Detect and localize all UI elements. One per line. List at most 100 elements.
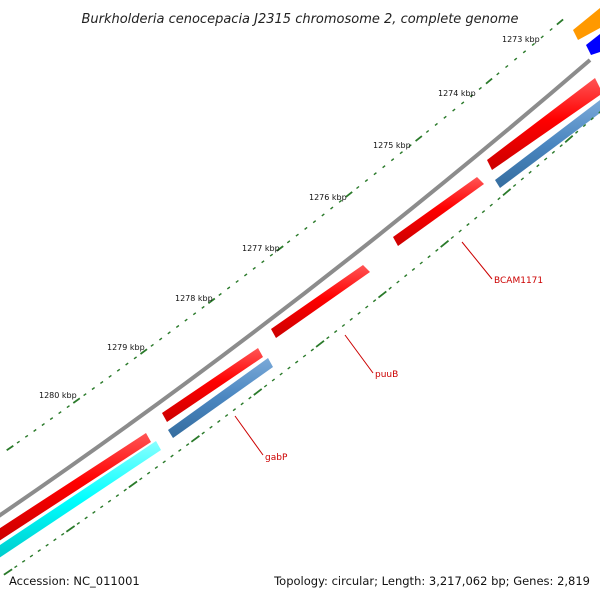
outer-ring-minor-tick <box>478 86 482 90</box>
outer-ring-minor-tick <box>158 337 163 341</box>
inner-ring-minor-tick <box>497 197 501 201</box>
inner-ring-minor-tick <box>170 454 174 458</box>
inner-ring-minor-tick <box>76 521 80 525</box>
outer-ring-minor-tick <box>452 108 456 112</box>
tick-label-1279: 1279 kbp <box>107 343 145 352</box>
tick-label-1274: 1274 kbp <box>438 89 476 98</box>
topology-text: Topology: circular; Length: 3,217,062 bp… <box>274 574 590 588</box>
forward-strand <box>0 78 600 541</box>
outer-ring-minor-tick <box>261 260 265 264</box>
inner-ring-minor-tick <box>53 538 57 542</box>
inner-ring-minor-tick <box>100 505 104 509</box>
gene-label-gabp: gabP <box>265 453 288 463</box>
inner-ring-minor-tick <box>302 354 307 358</box>
tick-label-1278: 1278 kbp <box>175 294 213 303</box>
outer-ring-minor-tick <box>408 144 412 148</box>
corner-features <box>573 8 600 55</box>
inner-ring-minor-tick <box>123 488 127 492</box>
inner-ring-minor-tick <box>37 549 41 553</box>
inner-ring-minor-tick <box>582 123 587 128</box>
cds-feature-blue-gabp <box>168 358 273 438</box>
cds-feature-red-1 <box>0 433 151 541</box>
inner-ring-minor-tick <box>404 274 408 278</box>
inner-ring-minor-tick <box>224 414 229 418</box>
cds-feature-red-4 <box>393 177 484 246</box>
inner-ring-major-tick <box>65 525 76 533</box>
inner-ring-minor-tick <box>107 499 112 503</box>
inner-ring-minor-tick <box>61 532 65 536</box>
inner-ring-minor-tick <box>450 235 455 240</box>
cds-feature-red-5 <box>487 78 600 170</box>
inner-ring-minor-tick <box>396 280 400 284</box>
inner-ring-minor-tick <box>248 396 252 400</box>
outer-ring-minor-tick <box>390 158 395 162</box>
inner-ring-minor-tick <box>357 311 361 315</box>
inner-ring-minor-tick <box>551 150 556 154</box>
outer-ring-minor-tick <box>192 312 197 316</box>
outer-ring-major-tick <box>6 444 14 452</box>
inner-ring-minor-tick <box>287 366 291 370</box>
outer-ring-minor-tick <box>399 151 403 155</box>
outer-ring-minor-tick <box>540 35 544 39</box>
outer-ring-minor-tick <box>133 356 138 360</box>
outer-ring-minor-tick <box>304 226 308 230</box>
inner-ring-minor-tick <box>349 317 353 321</box>
inner-ring-minor-tick <box>154 466 159 469</box>
inner-ring-minor-tick <box>146 471 151 475</box>
kbp-tick-labels: 1273 kbp 1274 kbp 1275 kbp 1276 kbp 1277… <box>39 35 540 400</box>
inner-ring-minor-tick <box>139 477 143 481</box>
inner-ring-minor-tick <box>598 111 600 114</box>
blue-feature <box>586 34 600 55</box>
inner-ring-minor-tick <box>419 261 423 265</box>
tick-label-1273: 1273 kbp <box>502 35 540 44</box>
inner-ring-minor-tick <box>209 425 213 429</box>
outer-ring-minor-tick <box>16 440 20 444</box>
inner-ring-minor-tick <box>512 183 517 188</box>
outer-ring-minor-tick <box>338 199 343 203</box>
outer-ring-minor-tick <box>522 50 527 54</box>
inner-ring-minor-tick <box>14 565 18 569</box>
backbone-arc <box>0 58 592 518</box>
inner-ring-minor-tick <box>590 117 594 121</box>
outer-ring-minor-tick <box>269 253 274 257</box>
outer-ring-major-tick <box>556 18 564 26</box>
outer-ring-minor-tick <box>425 129 430 134</box>
inner-ring-minor-tick <box>240 402 244 406</box>
inner-ring-minor-tick <box>271 378 276 382</box>
inner-ring-minor-tick <box>185 443 190 447</box>
outer-ring-minor-tick <box>175 324 180 328</box>
map-title: Burkholderia cenocepacia J2315 chromosom… <box>81 12 518 27</box>
reverse-strand <box>0 100 600 558</box>
inner-ring-minor-tick <box>232 408 237 412</box>
tick-label-1277: 1277 kbp <box>242 244 280 253</box>
inner-ring-minor-tick <box>294 360 299 364</box>
outer-ring-minor-tick <box>58 411 62 415</box>
gene-label-leaders <box>234 241 493 456</box>
outer-ring-minor-tick <box>252 266 256 270</box>
inner-ring-minor-tick <box>162 460 166 464</box>
outer-ring-minor-tick <box>125 362 129 366</box>
inner-ring-minor-tick <box>341 323 346 328</box>
outer-ring-minor-tick <box>496 72 500 76</box>
cds-feature-blue-2 <box>495 100 600 188</box>
inner-ring-minor-tick <box>279 372 283 376</box>
inner-ring-major-tick <box>3 568 13 576</box>
inner-ring-minor-tick <box>528 170 532 174</box>
inner-ring-major-tick <box>128 480 138 489</box>
inner-ring-major-tick <box>502 188 512 196</box>
outer-ring-minor-tick <box>83 393 87 397</box>
outer-ring-major-tick <box>485 77 493 85</box>
gene-label-puub: puuB <box>375 370 398 380</box>
inner-ring-major-tick <box>377 290 387 299</box>
inner-ring-minor-tick <box>21 559 26 563</box>
inner-ring-major-tick <box>190 435 200 443</box>
inner-ring-major-tick <box>315 340 325 348</box>
cds-feature-red-3 <box>271 265 370 338</box>
outer-ring-minor-tick <box>513 57 518 61</box>
outer-ring-minor-tick <box>99 380 104 384</box>
inner-ring-minor-tick <box>559 144 563 148</box>
inner-ring-minor-tick <box>411 267 416 271</box>
inner-ring-minor-tick <box>543 157 548 161</box>
accession-text: Accession: NC_011001 <box>9 574 140 588</box>
inner-ring-minor-tick <box>201 431 205 435</box>
